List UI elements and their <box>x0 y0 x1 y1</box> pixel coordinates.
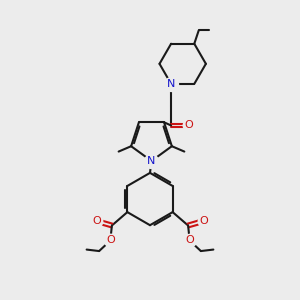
Text: N: N <box>167 79 175 89</box>
Text: O: O <box>106 235 115 245</box>
Text: O: O <box>184 121 193 130</box>
Text: O: O <box>199 216 208 226</box>
Text: O: O <box>92 216 101 226</box>
Text: N: N <box>147 156 156 166</box>
Text: O: O <box>185 235 194 245</box>
